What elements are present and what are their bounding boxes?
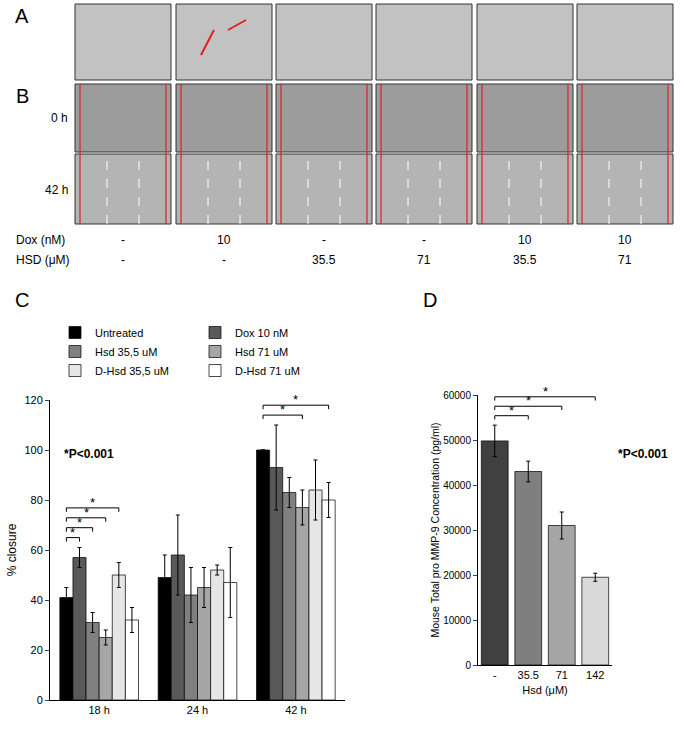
svg-text:Mouse Total pro MMP-9 Concentr: Mouse Total pro MMP-9 Concentration (pg/… — [429, 422, 441, 637]
svg-text:60000: 60000 — [443, 390, 471, 401]
svg-text:*: * — [90, 495, 95, 510]
svg-text:10: 10 — [217, 233, 231, 247]
svg-text:*P<0.001: *P<0.001 — [64, 447, 114, 461]
svg-text:71: 71 — [417, 253, 431, 267]
svg-text:35.5: 35.5 — [518, 669, 539, 681]
svg-text:0: 0 — [37, 694, 43, 706]
svg-text:Dox (nM): Dox (nM) — [16, 233, 65, 247]
svg-text:30000: 30000 — [443, 525, 471, 536]
svg-text:C: C — [15, 289, 29, 311]
svg-text:*: * — [526, 393, 531, 408]
svg-text:*: * — [543, 384, 548, 399]
svg-text:D-Hsd 71 uM: D-Hsd 71 uM — [235, 365, 300, 377]
svg-text:71: 71 — [618, 253, 632, 267]
svg-text:71: 71 — [556, 669, 568, 681]
svg-text:35.5: 35.5 — [513, 253, 537, 267]
svg-text:-: - — [422, 233, 426, 247]
svg-text:35.5: 35.5 — [312, 253, 336, 267]
svg-text:Untreated: Untreated — [95, 327, 143, 339]
svg-text:10000: 10000 — [443, 615, 471, 626]
svg-text:*: * — [77, 515, 82, 530]
svg-text:*: * — [70, 525, 75, 540]
svg-text:*: * — [84, 505, 89, 520]
svg-text:Hsd (μM): Hsd (μM) — [522, 684, 567, 696]
svg-text:HSD (μM): HSD (μM) — [16, 253, 70, 267]
svg-text:142: 142 — [586, 669, 604, 681]
svg-text:0: 0 — [465, 660, 471, 671]
svg-text:0 h: 0 h — [51, 111, 68, 125]
svg-text:20: 20 — [31, 644, 43, 656]
svg-text:50000: 50000 — [443, 435, 471, 446]
svg-text:Hsd 35,5 uM: Hsd 35,5 uM — [95, 346, 157, 358]
svg-text:60: 60 — [31, 544, 43, 556]
svg-text:B: B — [16, 85, 29, 107]
svg-text:*P<0.001: *P<0.001 — [618, 447, 668, 461]
svg-text:-: - — [121, 233, 125, 247]
svg-text:80: 80 — [31, 494, 43, 506]
svg-text:Dox 10 nM: Dox 10 nM — [235, 327, 288, 339]
svg-text:20000: 20000 — [443, 570, 471, 581]
svg-text:A: A — [15, 5, 29, 27]
svg-text:*: * — [509, 403, 514, 418]
svg-text:120: 120 — [24, 394, 42, 406]
svg-text:24 h: 24 h — [187, 704, 208, 716]
svg-text:*: * — [293, 392, 298, 407]
svg-text:40000: 40000 — [443, 480, 471, 491]
svg-text:-: - — [222, 253, 226, 267]
svg-text:-: - — [322, 233, 326, 247]
svg-text:*: * — [280, 402, 285, 417]
svg-text:10: 10 — [618, 233, 632, 247]
svg-text:40: 40 — [31, 594, 43, 606]
svg-text:100: 100 — [24, 444, 42, 456]
svg-text:42 h: 42 h — [45, 183, 68, 197]
svg-text:18 h: 18 h — [88, 704, 109, 716]
svg-text:-: - — [493, 669, 497, 681]
svg-text:42 h: 42 h — [285, 704, 306, 716]
svg-text:% closure: % closure — [5, 523, 19, 576]
svg-text:-: - — [121, 253, 125, 267]
svg-text:10: 10 — [518, 233, 532, 247]
svg-text:D-Hsd 35,5 uM: D-Hsd 35,5 uM — [95, 365, 169, 377]
svg-text:Hsd 71 uM: Hsd 71 uM — [235, 346, 288, 358]
svg-text:D: D — [423, 289, 437, 311]
